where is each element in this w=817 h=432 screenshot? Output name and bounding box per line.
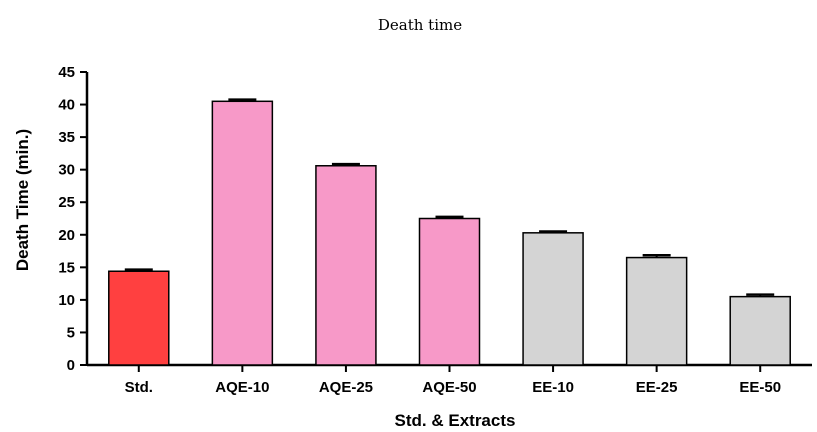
plot-area: 0 5 10 15 20 25 30 35 40 45 Std. AQE-10 AQE-25 AQE-50… <box>58 64 812 396</box>
bar <box>211 100 274 366</box>
bar <box>108 270 170 366</box>
y-tick-label: 0 <box>67 357 75 374</box>
x-tick-label: AQE-10 <box>215 379 269 396</box>
y-tick-label: 5 <box>67 324 75 341</box>
y-tick-label: 20 <box>58 227 75 244</box>
y-tick-label: 25 <box>58 194 75 211</box>
y-tick-label: 45 <box>58 64 75 81</box>
bar <box>625 256 688 366</box>
bar <box>418 217 481 366</box>
bar <box>522 232 584 366</box>
y-tick-label: 30 <box>58 162 75 179</box>
y-tick-label: 15 <box>58 259 75 276</box>
x-tick-label: AQE-25 <box>319 379 373 396</box>
y-axis-title: Death Time (min.) <box>13 129 32 271</box>
y-tick-label: 35 <box>58 129 75 146</box>
chart-title: Death time <box>378 16 462 34</box>
x-tick-label: EE-25 <box>636 379 678 396</box>
x-tick-label: EE-10 <box>532 379 574 396</box>
bar <box>315 165 377 366</box>
y-tick-label: 10 <box>58 292 75 309</box>
y-tick-label: 40 <box>58 97 75 114</box>
bar <box>729 295 791 366</box>
x-tick-label: AQE-50 <box>422 379 476 396</box>
x-tick-label: Std. <box>125 379 153 396</box>
x-tick-label: EE-50 <box>739 379 781 396</box>
x-axis-title: Std. & Extracts <box>395 411 516 430</box>
